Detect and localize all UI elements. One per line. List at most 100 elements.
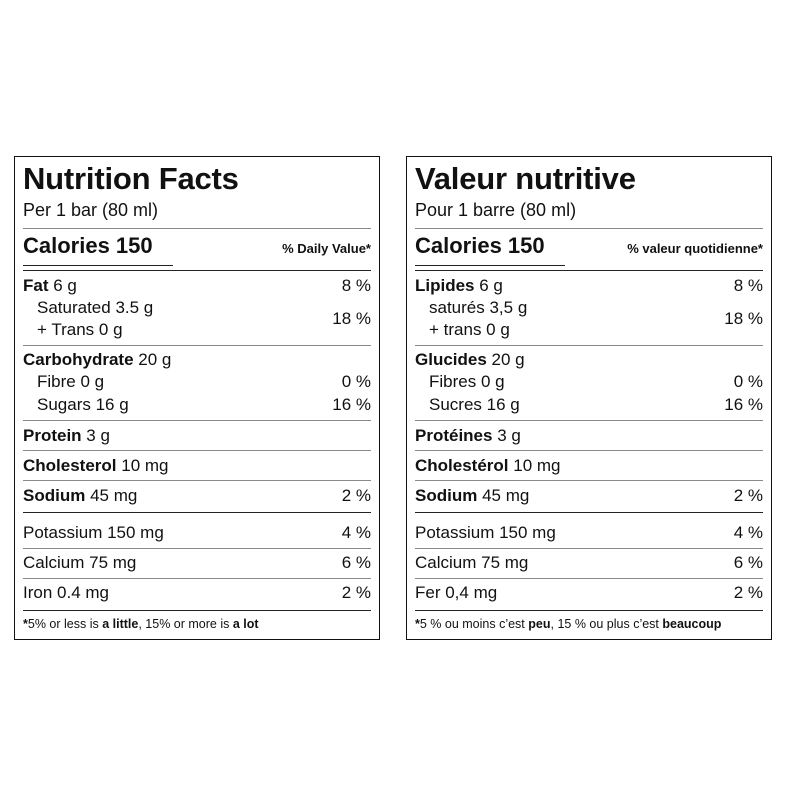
divider [415,480,763,481]
divider [415,270,763,271]
divider [415,578,763,579]
iron-row: Iron 0.4 mg 2 % [23,582,371,604]
sodium-label: Sodium [23,486,86,505]
footnote-asterisk: * [23,617,28,631]
footnote-text-2: , 15 % ou plus c’est [550,617,663,631]
cholesterol-label: Cholesterol [23,456,117,475]
nutrition-facts-panel-french: Valeur nutritive Pour 1 barre (80 ml) Ca… [406,156,772,640]
trans-label: + trans 0 g [429,320,510,339]
protein-label: Protein [23,426,82,445]
sugars-row: Sucres 16 g 16 % [415,394,763,416]
iron-label: Fer 0,4 mg [415,583,498,602]
carbohydrate-label: Carbohydrate [23,350,134,369]
calcium-label: Calcium 75 mg [415,553,529,572]
fibre-label: Fibres 0 g [429,372,505,391]
nutrition-facts-panel-english: Nutrition Facts Per 1 bar (80 ml) Calori… [14,156,380,640]
fibre-percent: 0 % [341,372,371,391]
sodium-amount: 45 mg [477,486,530,505]
footnote-text-1: 5 % ou moins c’est [419,617,529,631]
fibre-row: Fibre 0 g 0 % [23,371,371,393]
sodium-percent: 2 % [733,486,763,505]
calories-underline [415,265,565,266]
calcium-percent: 6 % [733,553,763,572]
potassium-label: Potassium 150 mg [415,523,556,542]
daily-value-header: % Daily Value* [282,241,371,256]
sugars-row: Sugars 16 g 16 % [23,394,371,416]
fibre-row: Fibres 0 g 0 % [415,371,763,393]
footnote-little: a little [102,617,139,631]
calcium-label: Calcium 75 mg [23,553,137,572]
cholesterol-label: Cholestérol [415,456,509,475]
sodium-row: Sodium 45 mg 2 % [23,485,371,507]
iron-percent: 2 % [341,583,371,602]
footnote-asterisk: * [415,617,420,631]
panel-title: Nutrition Facts [23,161,239,196]
cholesterol-amount: 10 mg [508,456,561,475]
protein-row: Protein 3 g [23,425,371,447]
divider [23,270,371,271]
cholesterol-amount: 10 mg [116,456,169,475]
calcium-row: Calcium 75 mg 6 % [415,552,763,574]
saturated-row: Saturated 3.5 g [23,297,371,319]
fat-label: Lipides [415,276,475,295]
sodium-label: Sodium [415,486,478,505]
divider [23,480,371,481]
fat-percent: 8 % [341,276,371,295]
carbohydrate-row: Glucides 20 g [415,349,763,371]
calories-value: Calories 150 [415,233,545,258]
fat-amount: 6 g [48,276,77,295]
divider [415,345,763,346]
divider [23,610,371,611]
sugars-percent: 16 % [332,395,371,414]
footnote-lot: beaucoup [662,617,722,631]
footnote-little: peu [528,617,551,631]
divider [415,512,763,513]
cholesterol-row: Cholestérol 10 mg [415,455,763,477]
fat-amount: 6 g [474,276,503,295]
divider [415,548,763,549]
fat-row: Fat 6 g 8 % [23,275,371,297]
potassium-label: Potassium 150 mg [23,523,164,542]
carbohydrate-amount: 20 g [486,350,525,369]
calcium-row: Calcium 75 mg 6 % [23,552,371,574]
divider [415,420,763,421]
protein-label: Protéines [415,426,493,445]
iron-label: Iron 0.4 mg [23,583,109,602]
footnote: *5 % ou moins c’est peu, 15 % ou plus c’… [415,617,721,631]
divider [23,548,371,549]
footnote: *5% or less is a little, 15% or more is … [23,617,259,631]
sugars-label: Sugars 16 g [37,395,129,414]
potassium-row: Potassium 150 mg 4 % [23,522,371,544]
calories-value: Calories 150 [23,233,153,258]
sodium-row: Sodium 45 mg 2 % [415,485,763,507]
potassium-row: Potassium 150 mg 4 % [415,522,763,544]
protein-amount: 3 g [81,426,110,445]
footnote-text-2: , 15% or more is [138,617,233,631]
fibre-percent: 0 % [733,372,763,391]
saturated-trans-percent: 18 % [332,309,371,328]
calories-underline [23,265,173,266]
cholesterol-row: Cholesterol 10 mg [23,455,371,477]
divider [415,228,763,229]
sodium-amount: 45 mg [85,486,138,505]
divider [415,610,763,611]
divider [415,450,763,451]
saturated-label: saturés 3,5 g [429,298,528,317]
trans-label: + Trans 0 g [37,320,123,339]
calcium-percent: 6 % [341,553,371,572]
fat-row: Lipides 6 g 8 % [415,275,763,297]
divider [23,345,371,346]
divider [23,420,371,421]
carbohydrate-amount: 20 g [133,350,172,369]
carbohydrate-label: Glucides [415,350,487,369]
footnote-lot: a lot [232,617,259,631]
protein-amount: 3 g [492,426,521,445]
potassium-percent: 4 % [341,523,371,542]
iron-row: Fer 0,4 mg 2 % [415,582,763,604]
divider [23,512,371,513]
saturated-trans-percent: 18 % [724,309,763,328]
potassium-percent: 4 % [733,523,763,542]
sugars-label: Sucres 16 g [429,395,520,414]
serving-size: Per 1 bar (80 ml) [23,200,159,220]
sugars-percent: 16 % [724,395,763,414]
